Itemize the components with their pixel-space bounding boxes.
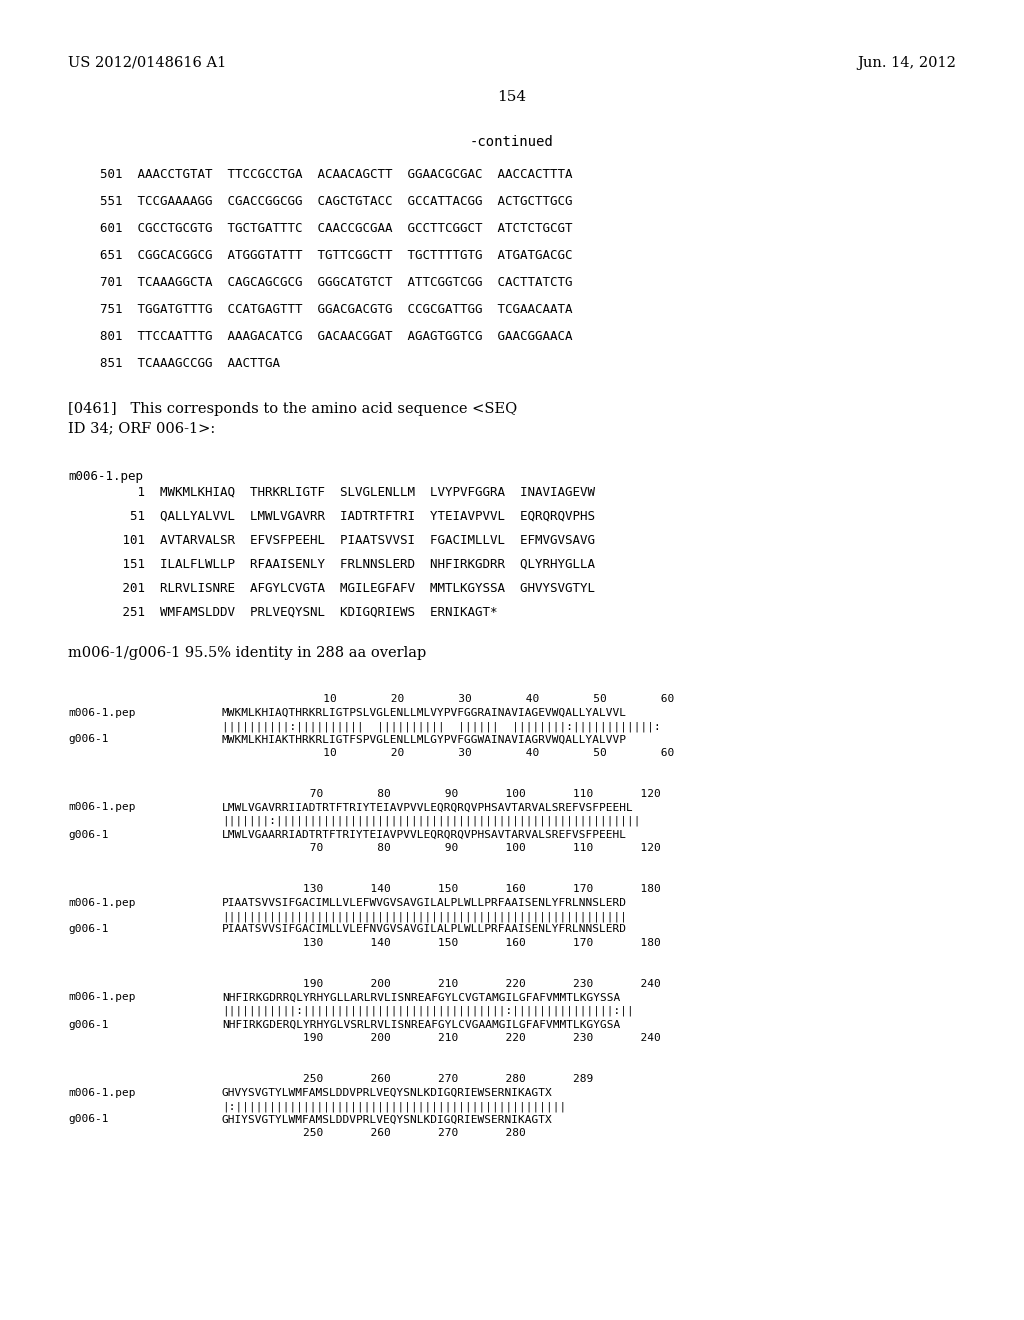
Text: PIAATSVVSIFGACIMLLVLEFNVGVSAVGILALPLWLLPRFAAISENLYFRLNNSLERD: PIAATSVVSIFGACIMLLVLEFNVGVSAVGILALPLWLLP… [222,924,627,935]
Text: -continued: -continued [470,135,554,149]
Text: GHIYSVGTYLWMFAMSLDDVPRLVEQYSNLKDIGQRIEWSERNIKAGTX: GHIYSVGTYLWMFAMSLDDVPRLVEQYSNLKDIGQRIEWS… [222,1114,553,1125]
Text: g006-1: g006-1 [68,829,109,840]
Text: |||||||:||||||||||||||||||||||||||||||||||||||||||||||||||||||: |||||||:||||||||||||||||||||||||||||||||… [222,816,640,826]
Text: 130       140       150       160       170       180: 130 140 150 160 170 180 [222,939,660,948]
Text: m006-1.pep: m006-1.pep [68,708,135,718]
Text: 70        80        90       100       110       120: 70 80 90 100 110 120 [222,843,660,853]
Text: ||||||||||||||||||||||||||||||||||||||||||||||||||||||||||||: ||||||||||||||||||||||||||||||||||||||||… [222,911,627,921]
Text: g006-1: g006-1 [68,1019,109,1030]
Text: g006-1: g006-1 [68,1114,109,1125]
Text: NHFIRKGDERQLYRHYGLVSRLRVLISNREAFGYLCVGAAMGILGFAFVMMTLKGYGSA: NHFIRKGDERQLYRHYGLVSRLRVLISNREAFGYLCVGAA… [222,1019,621,1030]
Text: ID 34; ORF 006-1>:: ID 34; ORF 006-1>: [68,421,215,436]
Text: GHVYSVGTYLWMFAMSLDDVPRLVEQYSNLKDIGQRIEWSERNIKAGTX: GHVYSVGTYLWMFAMSLDDVPRLVEQYSNLKDIGQRIEWS… [222,1088,553,1097]
Text: 10        20        30        40        50        60: 10 20 30 40 50 60 [222,694,674,704]
Text: [0461]   This corresponds to the amino acid sequence <SEQ: [0461] This corresponds to the amino aci… [68,403,517,416]
Text: 10        20        30        40        50        60: 10 20 30 40 50 60 [222,748,674,758]
Text: LMWLVGAARRIADTRTFTRIYTEIAVPVVLEQRQRQVPHSAVTARVALSREFVSFPEEHL: LMWLVGAARRIADTRTFTRIYTEIAVPVVLEQRQRQVPHS… [222,829,627,840]
Text: US 2012/0148616 A1: US 2012/0148616 A1 [68,55,226,70]
Text: MWKMLKHIAKTHRKRLIGTFSPVGLENLLMLGYPVFGGWAINAVIAGRVWQALLYALVVP: MWKMLKHIAKTHRKRLIGTFSPVGLENLLMLGYPVFGGWA… [222,734,627,744]
Text: 201  RLRVLISNRE  AFGYLCVGTA  MGILEGFAFV  MMTLKGYSSA  GHVYSVGTYL: 201 RLRVLISNRE AFGYLCVGTA MGILEGFAFV MMT… [100,582,595,595]
Text: LMWLVGAVRRIIADTRTFTRIYTEIAVPVVLEQRQRQVPHSAVTARVALSREFVSFPEEHL: LMWLVGAVRRIIADTRTFTRIYTEIAVPVVLEQRQRQVPH… [222,803,634,813]
Text: 651  CGGCACGGCG  ATGGGTATTT  TGTTCGGCTT  TGCTTTTGTG  ATGATGACGC: 651 CGGCACGGCG ATGGGTATTT TGTTCGGCTT TGC… [100,249,572,261]
Text: 601  CGCCTGCGTG  TGCTGATTTC  CAACCGCGAA  GCCTTCGGCT  ATCTCTGCGT: 601 CGCCTGCGTG TGCTGATTTC CAACCGCGAA GCC… [100,222,572,235]
Text: 250       260       270       280: 250 260 270 280 [222,1129,525,1138]
Text: m006-1.pep: m006-1.pep [68,1088,135,1097]
Text: 151  ILALFLWLLP  RFAAISENLY  FRLNNSLERD  NHFIRKGDRR  QLYRHYGLLA: 151 ILALFLWLLP RFAAISENLY FRLNNSLERD NHF… [100,558,595,572]
Text: 551  TCCGAAAAGG  CGACCGGCGG  CAGCTGTACC  GCCATTACGG  ACTGCTTGCG: 551 TCCGAAAAGG CGACCGGCGG CAGCTGTACC GCC… [100,195,572,209]
Text: 1  MWKMLKHIAQ  THRKRLIGTF  SLVGLENLLM  LVYPVFGGRA  INAVIAGEVW: 1 MWKMLKHIAQ THRKRLIGTF SLVGLENLLM LVYPV… [100,486,595,499]
Text: Jun. 14, 2012: Jun. 14, 2012 [857,55,956,70]
Text: |:|||||||||||||||||||||||||||||||||||||||||||||||||: |:||||||||||||||||||||||||||||||||||||||… [222,1101,566,1111]
Text: 701  TCAAAGGCTA  CAGCAGCGCG  GGGCATGTCT  ATTCGGTCGG  CACTTATCTG: 701 TCAAAGGCTA CAGCAGCGCG GGGCATGTCT ATT… [100,276,572,289]
Text: MWKMLKHIAQTHRKRLIGTPSLVGLENLLMLVYPVFGGRAINAVIAGEVWQALLYALVVL: MWKMLKHIAQTHRKRLIGTPSLVGLENLLMLVYPVFGGRA… [222,708,627,718]
Text: m006-1.pep: m006-1.pep [68,470,143,483]
Text: m006-1.pep: m006-1.pep [68,993,135,1002]
Text: 801  TTCCAATTTG  AAAGACATCG  GACAACGGAT  AGAGTGGTCG  GAACGGAACA: 801 TTCCAATTTG AAAGACATCG GACAACGGAT AGA… [100,330,572,343]
Text: 501  AAACCTGTAT  TTCCGCCTGA  ACAACAGCTT  GGAACGCGAC  AACCACTTTA: 501 AAACCTGTAT TTCCGCCTGA ACAACAGCTT GGA… [100,168,572,181]
Text: 251  WMFAMSLDDV  PRLVEQYSNL  KDIGQRIEWS  ERNIKAGT*: 251 WMFAMSLDDV PRLVEQYSNL KDIGQRIEWS ERN… [100,606,498,619]
Text: NHFIRKGDRRQLYRHYGLLARLRVLISNREAFGYLCVGTAMGILGFAFVMMTLKGYSSA: NHFIRKGDRRQLYRHYGLLARLRVLISNREAFGYLCVGTA… [222,993,621,1002]
Text: 101  AVTARVALSR  EFVSFPEEHL  PIAATSVVSI  FGACIMLLVL  EFMVGVSAVG: 101 AVTARVALSR EFVSFPEEHL PIAATSVVSI FGA… [100,535,595,546]
Text: 250       260       270       280       289: 250 260 270 280 289 [222,1074,593,1084]
Text: m006-1.pep: m006-1.pep [68,803,135,813]
Text: g006-1: g006-1 [68,734,109,744]
Text: 190       200       210       220       230       240: 190 200 210 220 230 240 [222,979,660,989]
Text: g006-1: g006-1 [68,924,109,935]
Text: 51  QALLYALVVL  LMWLVGAVRR  IADTRTFTRI  YTEIAVPVVL  EQRQRQVPHS: 51 QALLYALVVL LMWLVGAVRR IADTRTFTRI YTEI… [100,510,595,523]
Text: 154: 154 [498,90,526,104]
Text: ||||||||||:||||||||||  ||||||||||  ||||||  ||||||||:||||||||||||:: ||||||||||:|||||||||| |||||||||| |||||| … [222,721,660,731]
Text: PIAATSVVSIFGACIMLLVLEFWVGVSAVGILALPLWLLPRFAAISENLYFRLNNSLERD: PIAATSVVSIFGACIMLLVLEFWVGVSAVGILALPLWLLP… [222,898,627,908]
Text: 190       200       210       220       230       240: 190 200 210 220 230 240 [222,1034,660,1043]
Text: 751  TGGATGTTTG  CCATGAGTTT  GGACGACGTG  CCGCGATTGG  TCGAACAATA: 751 TGGATGTTTG CCATGAGTTT GGACGACGTG CCG… [100,304,572,315]
Text: 851  TCAAAGCCGG  AACTTGA: 851 TCAAAGCCGG AACTTGA [100,356,280,370]
Text: 70        80        90       100       110       120: 70 80 90 100 110 120 [222,789,660,799]
Text: m006-1.pep: m006-1.pep [68,898,135,908]
Text: 130       140       150       160       170       180: 130 140 150 160 170 180 [222,884,660,894]
Text: m006-1/g006-1 95.5% identity in 288 aa overlap: m006-1/g006-1 95.5% identity in 288 aa o… [68,645,426,660]
Text: |||||||||||:||||||||||||||||||||||||||||||:|||||||||||||||:||: |||||||||||:||||||||||||||||||||||||||||… [222,1006,634,1016]
